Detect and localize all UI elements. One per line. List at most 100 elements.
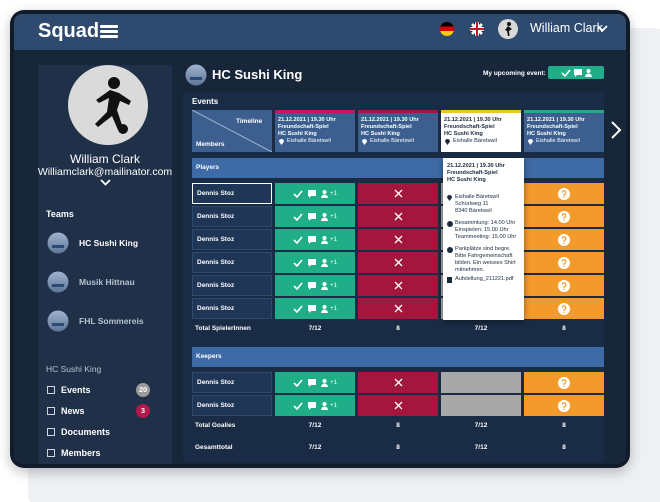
icon-part: [394, 235, 402, 244]
popup-address: 8340 Bäretswil: [455, 208, 492, 214]
rsvp-cell[interactable]: [524, 252, 604, 273]
icon: [528, 139, 533, 145]
icon: [574, 69, 582, 77]
rsvp-cell[interactable]: [524, 372, 604, 393]
icon-part: [321, 263, 329, 267]
member-name: Dennis Stoz: [197, 402, 235, 409]
rsvp-cell[interactable]: +1: [275, 298, 355, 319]
icon: [321, 304, 329, 313]
avatar-small[interactable]: [498, 19, 518, 39]
icon-part: [447, 247, 453, 253]
flag-de[interactable]: [440, 22, 454, 36]
icon[interactable]: [47, 271, 69, 293]
rsvp-cell[interactable]: +1: [275, 252, 355, 273]
event-header[interactable]: 21.12.2021 | 19.30 Uhr Freundschaft-Spiel…: [358, 110, 438, 152]
icon: [47, 428, 55, 436]
icon-part: [563, 219, 565, 221]
icon-part: [394, 304, 402, 313]
icon: [394, 258, 403, 267]
event-header[interactable]: 21.12.2021 | 19.30 Uhr Freundschaft-Spiel…: [275, 110, 355, 152]
icon-part: [95, 77, 131, 134]
team-item[interactable]: Musik Hittnau: [79, 277, 135, 287]
member-cell[interactable]: Dennis Stoz: [192, 372, 272, 393]
icon-part: [95, 90, 131, 130]
popup-location: Eishalle Bäretswil: [455, 194, 499, 200]
rsvp-cell[interactable]: [524, 206, 604, 227]
rsvp-cell[interactable]: [524, 395, 604, 416]
rsvp-cell[interactable]: [358, 298, 438, 319]
rsvp-cell[interactable]: [524, 298, 604, 319]
icon-part: [47, 310, 69, 332]
rsvp-cell[interactable]: [358, 206, 438, 227]
event-header[interactable]: 21.12.2021 | 19.30 Uhr Freundschaft-Spiel…: [524, 110, 604, 152]
icon-part: [308, 304, 317, 313]
member-cell[interactable]: Dennis Stoz: [192, 183, 272, 204]
rsvp-cell[interactable]: [358, 275, 438, 296]
rsvp-cell[interactable]: +1: [275, 372, 355, 393]
icon-part: [308, 401, 317, 410]
icon-part: [190, 77, 202, 80]
rsvp-cell[interactable]: +1: [275, 183, 355, 204]
team-item[interactable]: FHL Sommereis: [79, 316, 144, 326]
icon-part: [597, 25, 608, 32]
events-table: Events Timeline Members 21.12.2021 | 19.30 …: [183, 92, 604, 462]
menu-item[interactable]: Members: [61, 448, 101, 458]
icon-part: [321, 378, 329, 387]
rsvp-cell[interactable]: [358, 252, 438, 273]
rsvp-cell[interactable]: +1: [275, 275, 355, 296]
upcoming-button[interactable]: [548, 66, 604, 79]
icon: [308, 401, 317, 410]
icon[interactable]: [47, 310, 69, 332]
team-item[interactable]: HC Sushi King: [79, 238, 139, 248]
icon: [321, 235, 329, 244]
rsvp-cell[interactable]: [358, 372, 438, 393]
menu-item[interactable]: Events: [61, 385, 91, 395]
popup-file[interactable]: Aufstellung_211221.pdf: [455, 276, 514, 282]
icon-part: [394, 281, 402, 290]
rsvp-cell[interactable]: [441, 372, 521, 393]
section-bar: Players: [192, 158, 604, 178]
member-cell[interactable]: Dennis Stoz: [192, 395, 272, 416]
rsvp-cell[interactable]: +1: [275, 395, 355, 416]
rsvp-cell[interactable]: [358, 183, 438, 204]
member-cell[interactable]: Dennis Stoz: [192, 252, 272, 273]
icon-part: [447, 247, 453, 253]
rsvp-extra: +1: [330, 379, 337, 386]
menu-item[interactable]: News: [61, 406, 85, 416]
icon: [191, 109, 273, 153]
icon-part: [558, 210, 570, 223]
icon-part: [47, 449, 55, 457]
icon: [308, 235, 317, 244]
rsvp-cell[interactable]: [524, 275, 604, 296]
rsvp-cell[interactable]: [441, 395, 521, 416]
next-arrow[interactable]: [610, 120, 622, 140]
menu-toggle[interactable]: [100, 25, 118, 38]
rsvp-cell[interactable]: [524, 229, 604, 250]
member-cell[interactable]: Dennis Stoz: [192, 298, 272, 319]
rsvp-cell[interactable]: +1: [275, 206, 355, 227]
icon: [447, 277, 452, 283]
icon-part: [322, 189, 327, 194]
icon-part: [308, 212, 317, 221]
icon-part: [322, 378, 327, 383]
menu-item[interactable]: Documents: [61, 427, 111, 437]
icon-part: [118, 124, 128, 134]
icon[interactable]: [47, 232, 69, 254]
icon: [293, 189, 303, 198]
rsvp-cell[interactable]: [358, 395, 438, 416]
member-cell[interactable]: Dennis Stoz: [192, 275, 272, 296]
badge: 20: [136, 383, 150, 397]
section-title: Keepers: [196, 353, 222, 360]
icon-part: [47, 232, 69, 254]
member-cell[interactable]: Dennis Stoz: [192, 229, 272, 250]
event-header[interactable]: 21.12.2021 | 19.30 Uhr Freundschaft-Spiel…: [441, 110, 521, 152]
member-cell[interactable]: Dennis Stoz: [192, 206, 272, 227]
icon-part: [308, 378, 317, 387]
icon-part: [561, 212, 567, 219]
flag-uk[interactable]: [470, 22, 484, 36]
icon: [308, 378, 317, 387]
event-location: Eishalle Bäretswil: [370, 138, 414, 144]
rsvp-cell[interactable]: [524, 183, 604, 204]
rsvp-cell[interactable]: [358, 229, 438, 250]
rsvp-cell[interactable]: +1: [275, 229, 355, 250]
